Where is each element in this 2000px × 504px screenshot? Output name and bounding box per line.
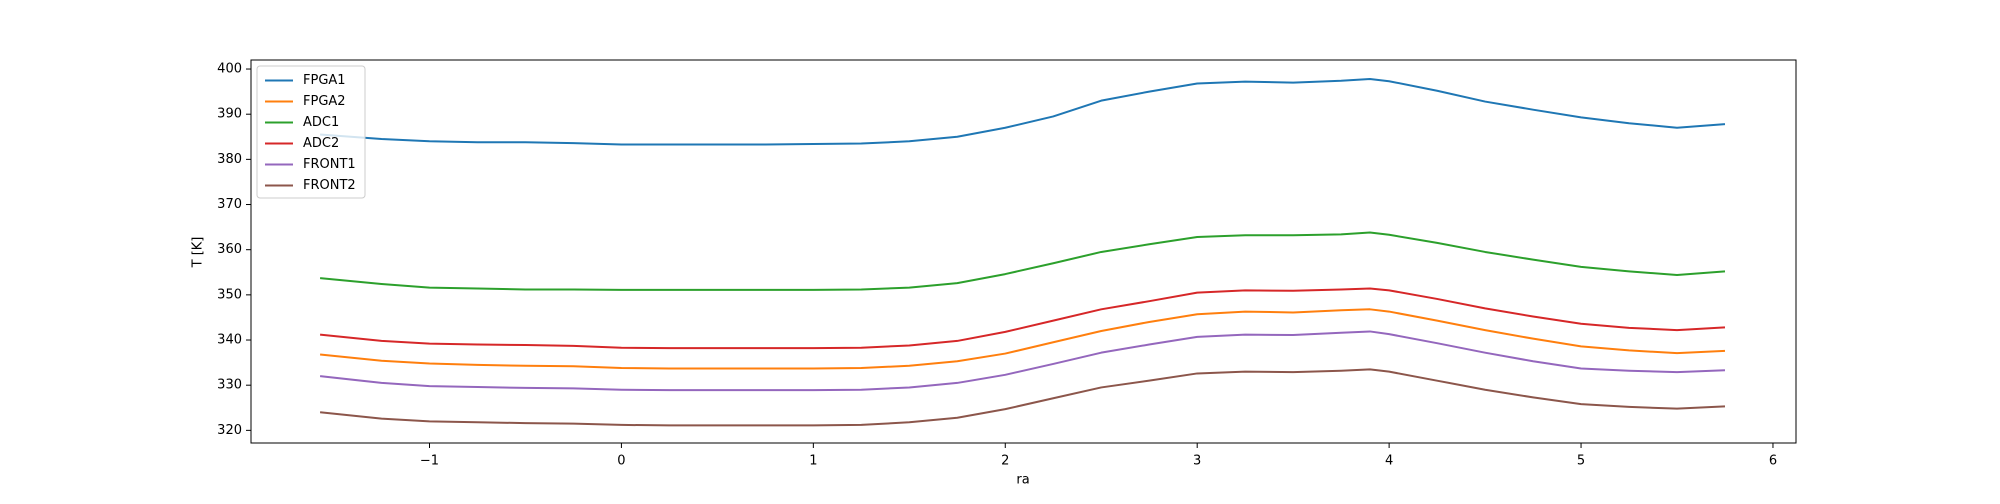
x-tick-label: 3 — [1193, 454, 1201, 469]
x-tick-label: −1 — [420, 454, 439, 469]
y-tick-label: 380 — [217, 152, 242, 167]
y-tick-label: 350 — [217, 287, 242, 302]
legend-label: FPGA1 — [303, 73, 346, 88]
y-tick-label: 360 — [217, 242, 242, 257]
y-tick-label: 390 — [217, 107, 242, 122]
x-tick-label: 4 — [1385, 454, 1393, 469]
legend-label: FRONT2 — [303, 178, 356, 193]
x-tick-label: 6 — [1769, 454, 1777, 469]
plot-frame — [250, 59, 1797, 444]
x-tick-label: 0 — [617, 454, 625, 469]
series-line — [319, 231, 1726, 291]
legend-label: ADC2 — [303, 136, 339, 151]
y-tick-label: 340 — [217, 333, 242, 348]
series-line — [319, 368, 1726, 427]
x-tick-label: 2 — [1001, 454, 1009, 469]
y-tick-label: 330 — [217, 378, 242, 393]
legend-label: FRONT1 — [303, 157, 356, 172]
legend-label: FPGA2 — [303, 94, 346, 109]
series-line — [319, 308, 1726, 370]
legend-label: ADC1 — [303, 115, 339, 130]
series-line — [319, 330, 1726, 392]
y-tick-label: 320 — [217, 423, 242, 438]
x-tick-label: 5 — [1577, 454, 1585, 469]
y-tick-label: 370 — [217, 197, 242, 212]
y-axis-label: T [K] — [191, 237, 206, 269]
x-tick-label: 1 — [809, 454, 817, 469]
y-tick-label: 400 — [217, 62, 242, 77]
series-line — [319, 287, 1726, 350]
x-axis-label: ra — [1016, 473, 1029, 488]
series-line — [320, 77, 1726, 146]
